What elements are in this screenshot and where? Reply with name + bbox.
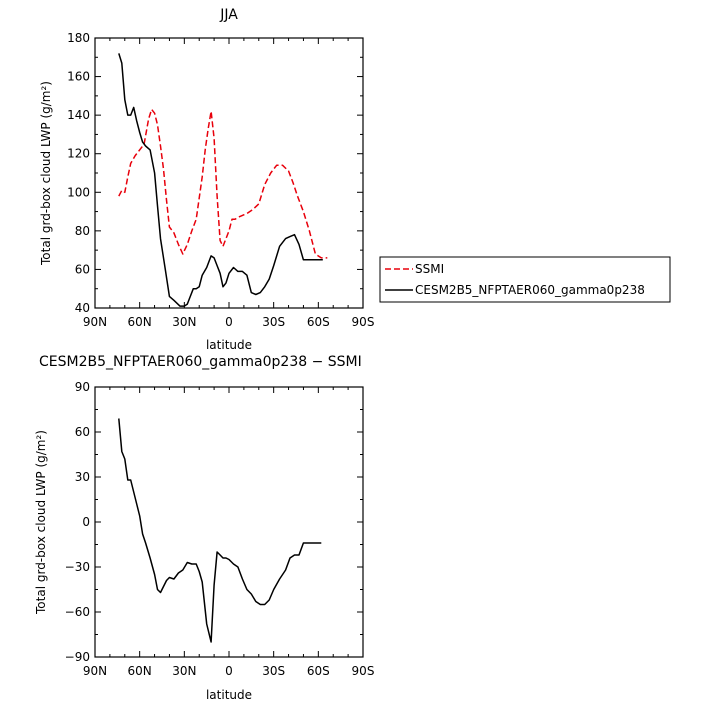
top-chart: JJA 90N 60N 30N 0 30S 60S 90S 40 60 80 100 120 140 1… [39, 7, 671, 352]
legend: SSMI CESM2B5_NFPTAER060_gamma0p238 [379, 256, 671, 303]
y-tick-label: 120 [67, 147, 90, 161]
series-line-difference [118, 418, 322, 643]
series-line-ssmi [118, 108, 328, 259]
y-tick-label: −60 [65, 605, 90, 619]
y-tick-label: 80 [75, 224, 90, 238]
bottom-chart-title: CESM2B5_NFPTAER060_gamma0p238 − SSMI [39, 354, 362, 370]
x-tick-label: 60S [307, 664, 330, 678]
bottom-chart-series [118, 418, 322, 643]
x-tick-label: 90S [352, 664, 375, 678]
top-chart-frame [94, 37, 364, 309]
x-tick-label: 60S [307, 315, 330, 329]
top-chart-y-axis-label: Total grd-box cloud LWP (g/m²) [39, 81, 53, 266]
x-tick-label: 90N [83, 315, 107, 329]
top-chart-y-ticks: 40 60 80 100 120 140 160 180 [67, 31, 363, 315]
y-tick-label: 0 [82, 515, 90, 529]
bottom-chart-y-axis-label: Total grd-box cloud LWP (g/m²) [34, 430, 48, 615]
y-tick-label: 160 [67, 70, 90, 84]
x-tick-label: 30N [172, 664, 196, 678]
top-chart-series [118, 53, 328, 307]
bottom-chart: CESM2B5_NFPTAER060_gamma0p238 − SSMI 90N… [34, 354, 374, 702]
y-tick-label: 180 [67, 31, 90, 45]
bottom-chart-x-axis-label: latitude [206, 688, 252, 702]
x-tick-label: 90N [83, 664, 107, 678]
x-tick-label: 30N [172, 315, 196, 329]
bottom-chart-x-ticks: 90N 60N 30N 0 30S 60S 90S [83, 387, 375, 678]
top-chart-x-axis-label: latitude [206, 338, 252, 352]
y-tick-label: −90 [65, 650, 90, 664]
x-tick-label: 0 [225, 315, 233, 329]
y-tick-label: 100 [67, 185, 90, 199]
series-line-cesm2b5_nfptaer060_gamma0p238 [118, 53, 323, 307]
y-tick-label: 140 [67, 108, 90, 122]
x-tick-label: 30S [262, 315, 285, 329]
y-tick-label: −30 [65, 560, 90, 574]
top-chart-title: JJA [219, 7, 238, 23]
legend-label-ssmi: SSMI [415, 262, 444, 276]
legend-box [379, 256, 671, 303]
x-tick-label: 60N [128, 315, 152, 329]
x-tick-label: 0 [225, 664, 233, 678]
y-tick-label: 60 [75, 262, 90, 276]
x-tick-label: 30S [262, 664, 285, 678]
top-chart-x-ticks: 90N 60N 30N 0 30S 60S 90S [83, 38, 375, 329]
bottom-chart-y-ticks: −90 −60 −30 0 30 60 90 [65, 380, 363, 664]
bottom-chart-frame [94, 386, 364, 658]
y-tick-label: 30 [75, 470, 90, 484]
x-tick-label: 90S [352, 315, 375, 329]
y-tick-label: 90 [75, 380, 90, 394]
legend-label-cesm: CESM2B5_NFPTAER060_gamma0p238 [415, 283, 645, 297]
y-tick-label: 60 [75, 425, 90, 439]
y-tick-label: 40 [75, 301, 90, 315]
x-tick-label: 60N [128, 664, 152, 678]
